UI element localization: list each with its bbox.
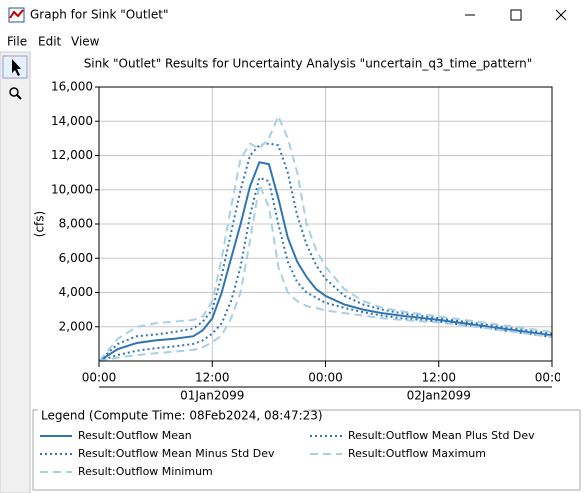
legend-title-bg — [38, 408, 308, 422]
y-tick-label: 16,000 — [51, 80, 93, 94]
plot-layer: 2,000 4,000 6,000 8,000 10,000 12,000 14,000 16… — [51, 80, 570, 403]
menu-item[interactable]: View — [71, 35, 100, 49]
series-line — [98, 113, 553, 362]
y-tick-label: 6,000 — [59, 251, 93, 265]
menu-item[interactable]: Edit — [38, 35, 62, 49]
zoom-tool[interactable] — [9, 87, 22, 100]
legend-label: Result:Outflow Mean Minus Std Dev — [78, 447, 275, 460]
menu-item[interactable]: File — [7, 35, 27, 49]
chart-title: Sink "Outlet" Results for Uncertainty An… — [84, 57, 533, 71]
menu-bar — [0, 30, 586, 52]
x-day-label: 01Jan2099 — [180, 389, 244, 403]
legend-label: Result:Outflow Maximum — [348, 447, 486, 460]
window-title: Graph for Sink "Outlet" — [30, 8, 168, 22]
y-tick-label: 4,000 — [59, 285, 93, 299]
arrow-icon — [12, 59, 21, 76]
maximize-button[interactable] — [510, 9, 522, 21]
plot-frame — [98, 86, 553, 362]
legend-label: Result:Outflow Mean Plus Std Dev — [348, 429, 535, 442]
x-tick-label: 12:00 — [421, 371, 456, 385]
x-tick-label: 12:00 — [195, 371, 230, 385]
legend-box — [32, 409, 581, 491]
y-tick-label: 8,000 — [59, 217, 93, 231]
close-button[interactable] — [555, 9, 567, 21]
legend-label: Result:Outflow Mean — [78, 429, 192, 442]
x-tick-label: 00:00 — [308, 371, 343, 385]
x-tick-label: 00:00 — [82, 371, 117, 385]
toolbar — [0, 51, 31, 493]
y-axis-label: (cfs) — [33, 211, 47, 237]
legend-label: Result:Outflow Minimum — [78, 465, 213, 478]
y-tick-label: 2,000 — [59, 319, 93, 333]
y-tick-label: 10,000 — [51, 182, 93, 196]
x-tick-label: 00:00 — [535, 371, 570, 385]
series-line — [98, 181, 553, 362]
legend-title: Legend (Compute Time: 08Feb2024, 08:47:2… — [41, 409, 323, 423]
x-day-label: 02Jan2099 — [407, 389, 471, 403]
app-icon — [8, 7, 25, 23]
y-tick-label: 14,000 — [51, 114, 93, 128]
series-line — [98, 176, 553, 362]
y-tick-label: 12,000 — [51, 148, 93, 162]
title-bar — [0, 0, 586, 30]
series-line — [98, 161, 553, 362]
